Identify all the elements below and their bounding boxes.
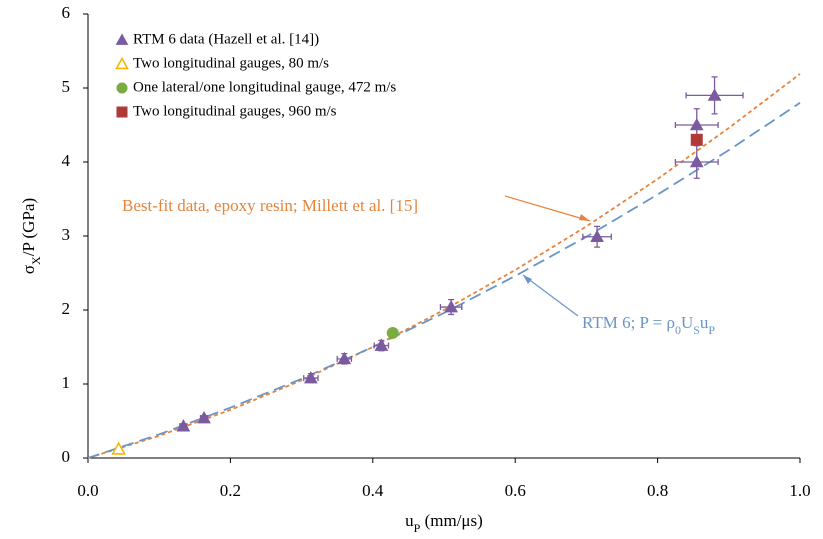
x-axis-label: uP (mm/μs) <box>405 511 483 535</box>
x-tick-label: 0.0 <box>77 481 98 500</box>
y-tick-label: 5 <box>62 77 71 96</box>
y-axis-label-part: σ <box>19 265 38 274</box>
legend-marker <box>115 56 129 70</box>
marker <box>689 117 704 131</box>
x-axis-label-part: u <box>405 511 414 530</box>
fit-line <box>87 73 801 459</box>
y-tick-label: 4 <box>62 151 71 170</box>
x-axis-label-part: P <box>414 521 421 535</box>
annotation-arrow <box>522 274 579 317</box>
marker <box>374 338 389 351</box>
y-tick-label: 0 <box>62 447 71 466</box>
legend-label: RTM 6 data (Hazell et al. [14]) <box>133 31 319 47</box>
legend-label: Two longitudinal gauges, 80 m/s <box>133 55 329 71</box>
arrow-head <box>523 275 532 284</box>
marker <box>337 351 352 365</box>
annotation-part: U <box>681 313 693 332</box>
legend-marker <box>116 106 128 118</box>
y-tick-label: 1 <box>62 373 71 392</box>
x-tick-label: 0.6 <box>505 481 526 500</box>
x-tick-label: 0.4 <box>362 481 384 500</box>
annotation: Best-fit data, epoxy resin; Millett et a… <box>122 196 418 215</box>
y-axis-label-part: /P (GPa) <box>19 198 38 256</box>
fit-line <box>87 102 801 459</box>
annotation-part: P <box>708 323 715 337</box>
x-tick-label: 1.0 <box>789 481 810 500</box>
marker <box>111 441 126 455</box>
marker <box>689 154 704 168</box>
annotation-part: u <box>700 313 709 332</box>
y-tick-label: 2 <box>62 299 71 318</box>
y-tick-label: 3 <box>62 225 71 244</box>
marker <box>590 229 604 243</box>
legend-marker <box>115 33 129 45</box>
marker <box>386 326 399 339</box>
annotation: RTM 6; P = ρ0USuP <box>582 313 715 337</box>
annotation-part: S <box>693 323 700 337</box>
annotation-arrow <box>504 195 591 222</box>
marker <box>444 300 458 313</box>
marker <box>176 419 191 432</box>
annotation-part: Best-fit data, epoxy resin; Millett et a… <box>122 196 418 215</box>
legend-label: Two longitudinal gauges, 960 m/s <box>133 103 337 119</box>
x-axis-label-part: (mm/μs) <box>420 511 482 530</box>
marker <box>197 411 211 424</box>
x-tick-label: 0.2 <box>220 481 241 500</box>
legend-marker <box>116 82 128 94</box>
y-axis-label-part: X <box>29 256 43 265</box>
y-axis-label: σX/P (GPa) <box>19 198 43 274</box>
y-tick-label: 6 <box>62 3 71 22</box>
annotation-part: 0 <box>675 323 681 337</box>
marker <box>304 371 318 384</box>
legend-label: One lateral/one longitudinal gauge, 472 … <box>133 79 396 95</box>
arrow-head <box>579 214 590 221</box>
marker <box>707 88 722 101</box>
annotation-part: RTM 6; P = ρ <box>582 313 675 332</box>
x-tick-label: 0.8 <box>647 481 668 500</box>
marker <box>690 133 703 146</box>
